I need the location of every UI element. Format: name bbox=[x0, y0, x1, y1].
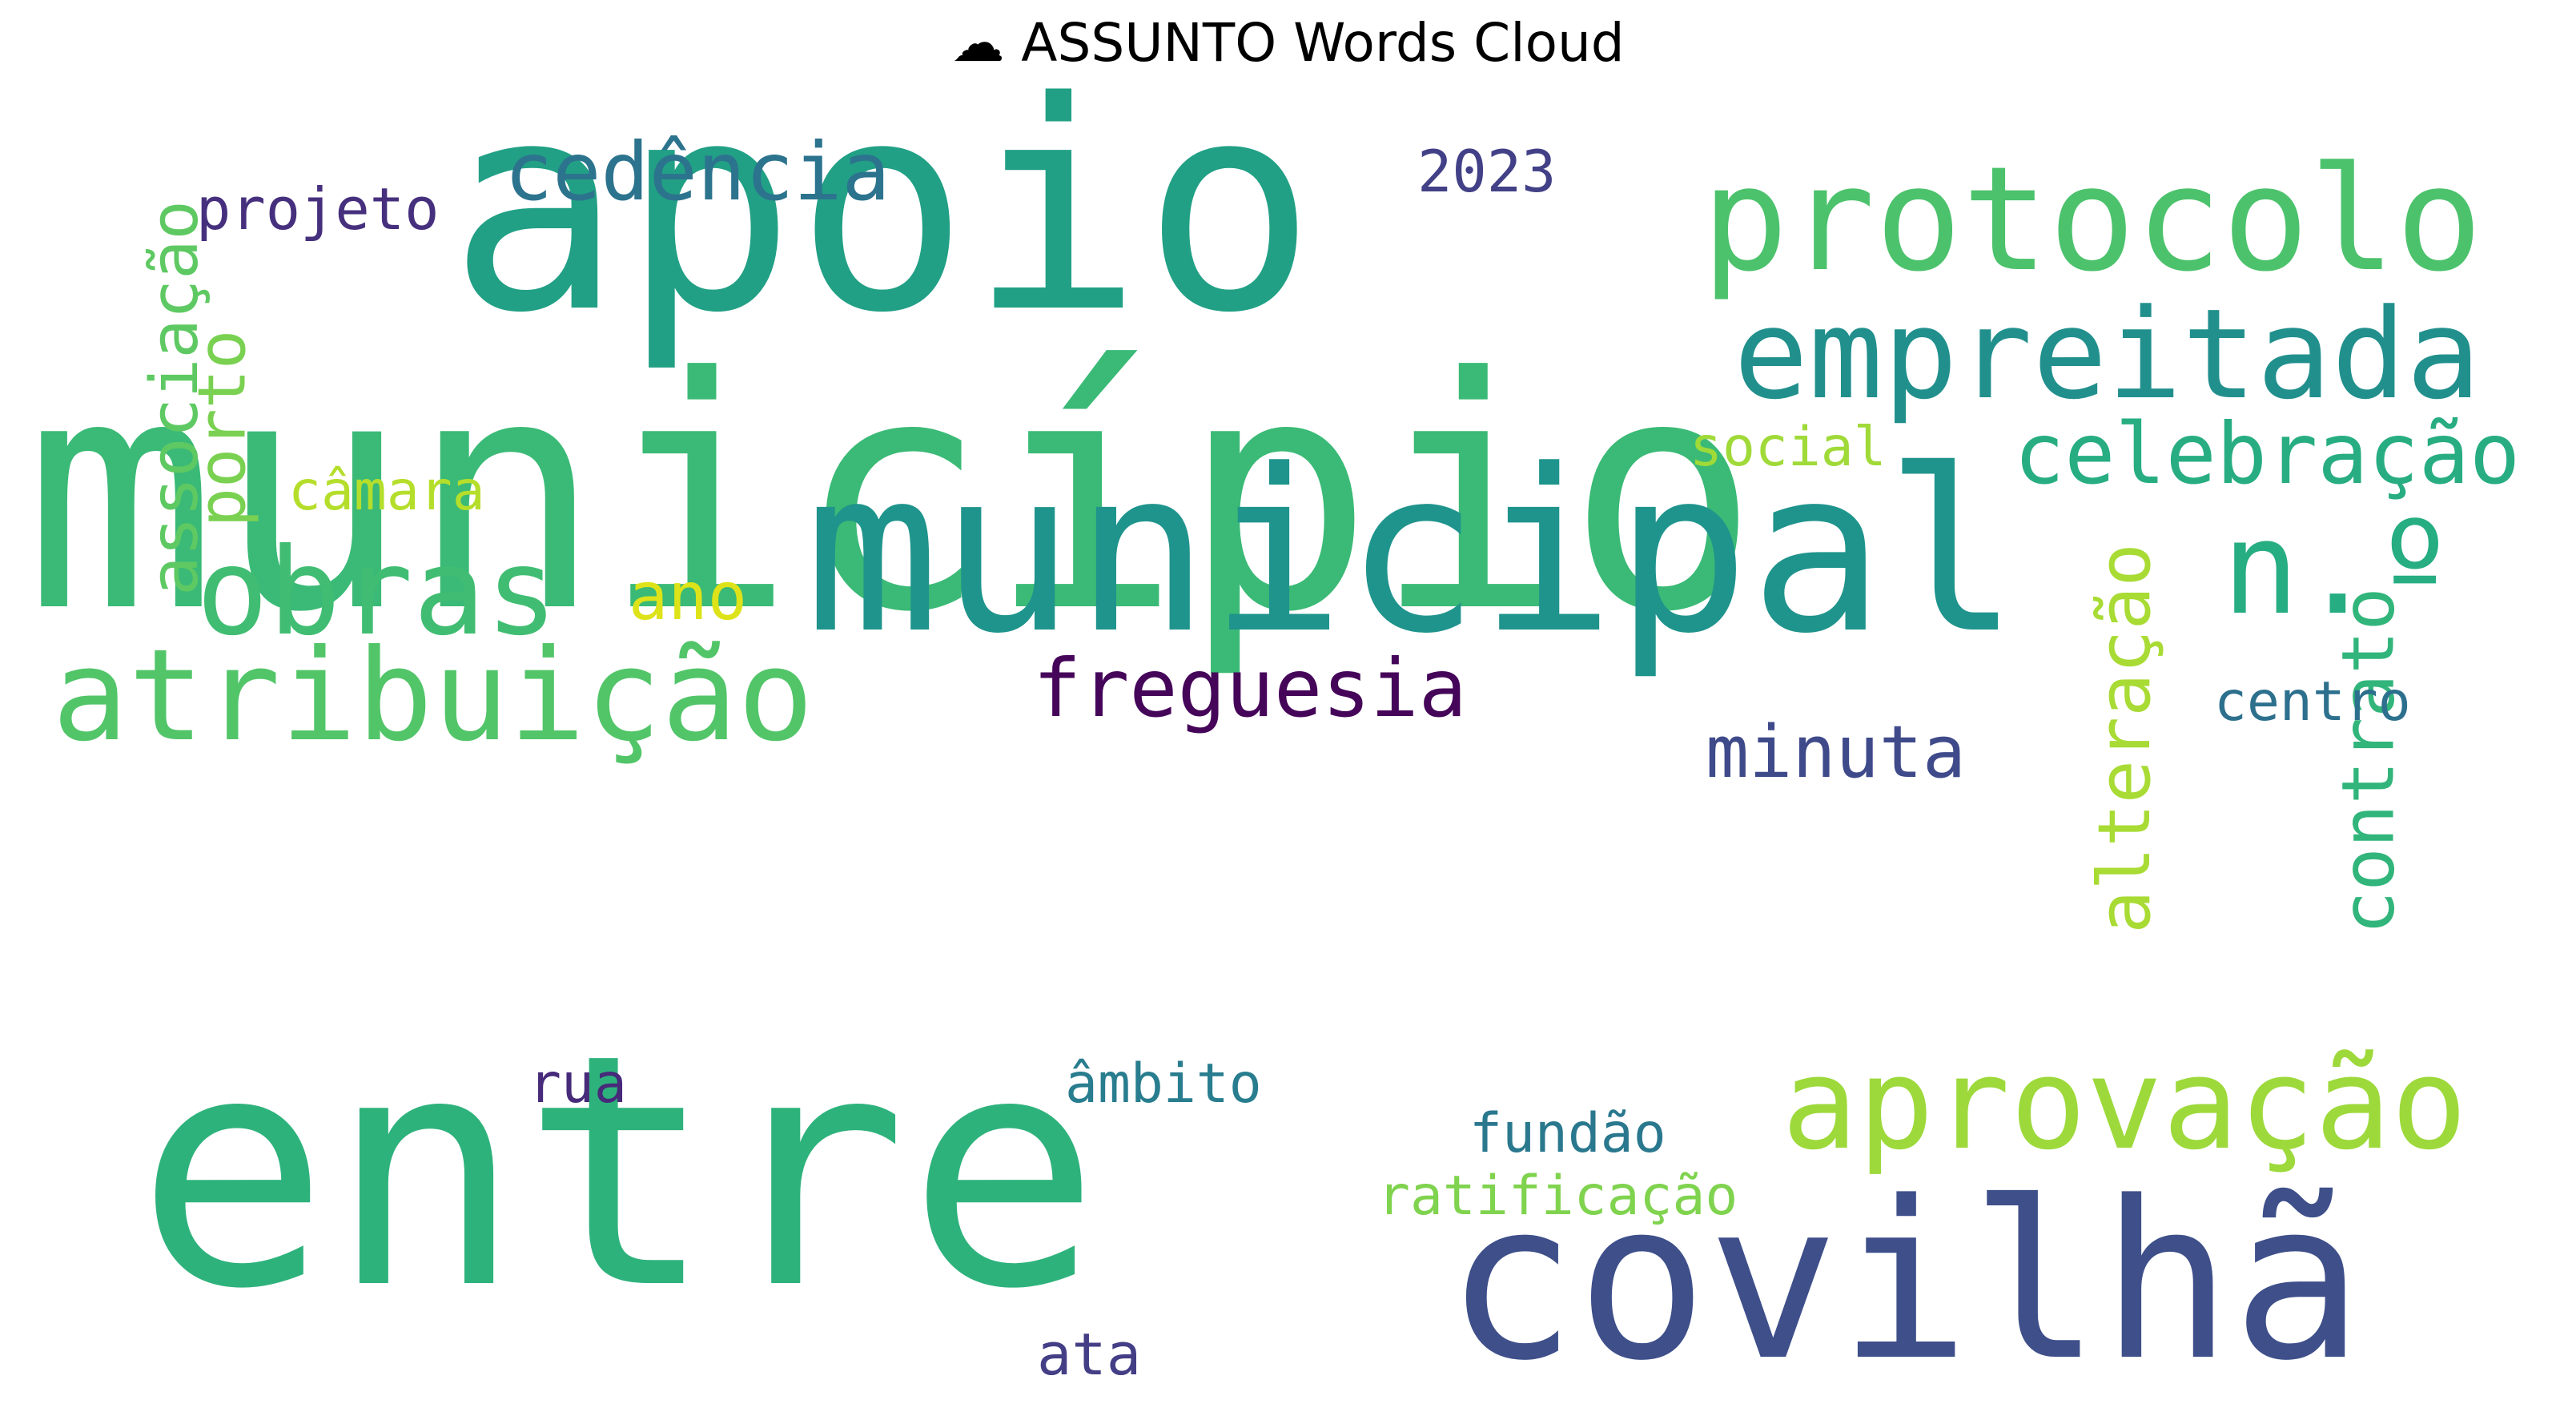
word-municipal: municipal bbox=[805, 422, 2020, 683]
word-2023: 2023 bbox=[1417, 138, 1557, 205]
word-projeto: projeto bbox=[196, 175, 440, 243]
word-entre: entre bbox=[136, 987, 1101, 1359]
word-fundao: fundão bbox=[1469, 1102, 1666, 1165]
word-ratificacao: ratificação bbox=[1377, 1165, 1738, 1228]
word-obras: obras bbox=[196, 523, 558, 662]
word-covilha: covilhã bbox=[1445, 1156, 2364, 1409]
word-ambito: âmbito bbox=[1065, 1052, 1262, 1116]
word-minuta: minuta bbox=[1706, 710, 1967, 794]
word-rua: rua bbox=[528, 1052, 627, 1116]
word-social: social bbox=[1690, 416, 1887, 479]
word-freguesia: freguesia bbox=[1033, 642, 1467, 735]
word-alteracao: alteração bbox=[2082, 543, 2167, 934]
word-camara: câmara bbox=[288, 460, 485, 523]
word-empreitada: empreitada bbox=[1734, 282, 2482, 427]
word-cedencia: cedência bbox=[504, 125, 890, 219]
word-aprovacao: aprovação bbox=[1782, 1031, 2468, 1178]
word-centro: centro bbox=[2214, 670, 2411, 734]
word-porto: porto bbox=[184, 329, 261, 528]
word-ata: ata bbox=[1037, 1321, 1142, 1388]
word-atribuicao: atribuição bbox=[52, 622, 814, 770]
word-municipio: município bbox=[24, 310, 1760, 682]
word-apoio: apoio bbox=[448, 40, 1316, 376]
word-protocolo: protocolo bbox=[1702, 136, 2483, 304]
word-contrato: contrato bbox=[2326, 587, 2411, 935]
word-n-o: n.º bbox=[2222, 493, 2453, 643]
word-celebracao: celebração bbox=[2014, 405, 2521, 503]
chart-title: ☁ ASSUNTO Words Cloud bbox=[951, 12, 1625, 74]
word-ano: ano bbox=[629, 559, 748, 635]
